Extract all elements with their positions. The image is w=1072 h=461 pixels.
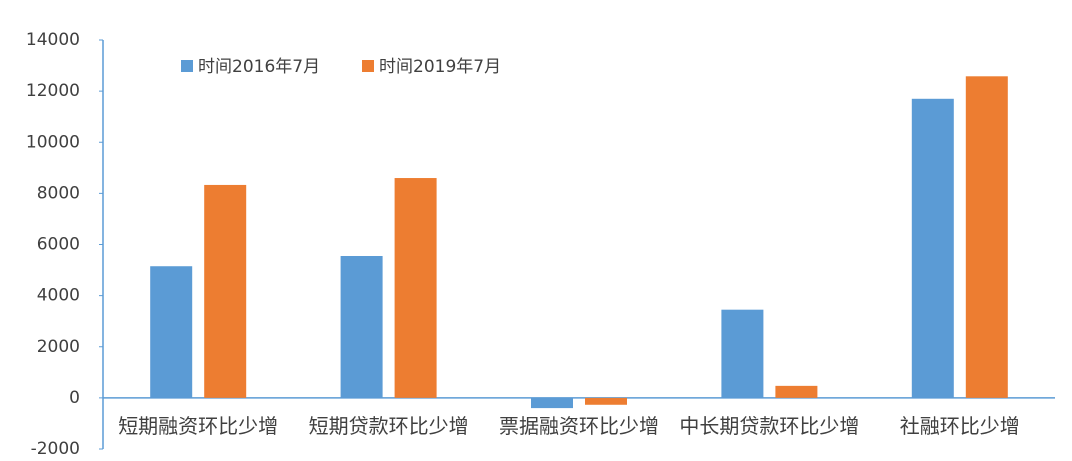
legend-swatch xyxy=(362,60,374,72)
bar xyxy=(911,98,954,398)
bar xyxy=(965,76,1008,398)
legend-swatch xyxy=(181,60,193,72)
bar xyxy=(585,397,627,405)
bar xyxy=(150,266,193,398)
bar xyxy=(775,385,818,398)
y-tick-label: 0 xyxy=(69,388,80,408)
bar xyxy=(721,309,764,398)
bar xyxy=(531,397,573,409)
x-tick-label: 中长期贷款环比少增 xyxy=(679,414,860,438)
y-tick-label: 10000 xyxy=(26,132,80,152)
bar xyxy=(394,178,437,398)
y-tick-label: 12000 xyxy=(26,81,80,101)
bar xyxy=(204,184,247,398)
y-tick-label: 2000 xyxy=(37,337,80,357)
y-tick-label: 8000 xyxy=(37,183,80,203)
y-tick-label: -2000 xyxy=(31,439,80,459)
x-tick-label: 社融环比少增 xyxy=(899,414,1020,438)
legend-label: 时间2019年7月 xyxy=(379,57,501,77)
x-tick-label: 短期贷款环比少增 xyxy=(308,414,469,438)
bar xyxy=(340,256,383,398)
y-tick-label: 6000 xyxy=(37,235,80,255)
legend-label: 时间2016年7月 xyxy=(198,57,320,77)
x-tick-label: 短期融资环比少增 xyxy=(118,414,279,438)
y-tick-label: 4000 xyxy=(37,286,80,306)
y-tick-label: 14000 xyxy=(26,30,80,50)
x-tick-label: 票据融资环比少增 xyxy=(499,414,659,438)
